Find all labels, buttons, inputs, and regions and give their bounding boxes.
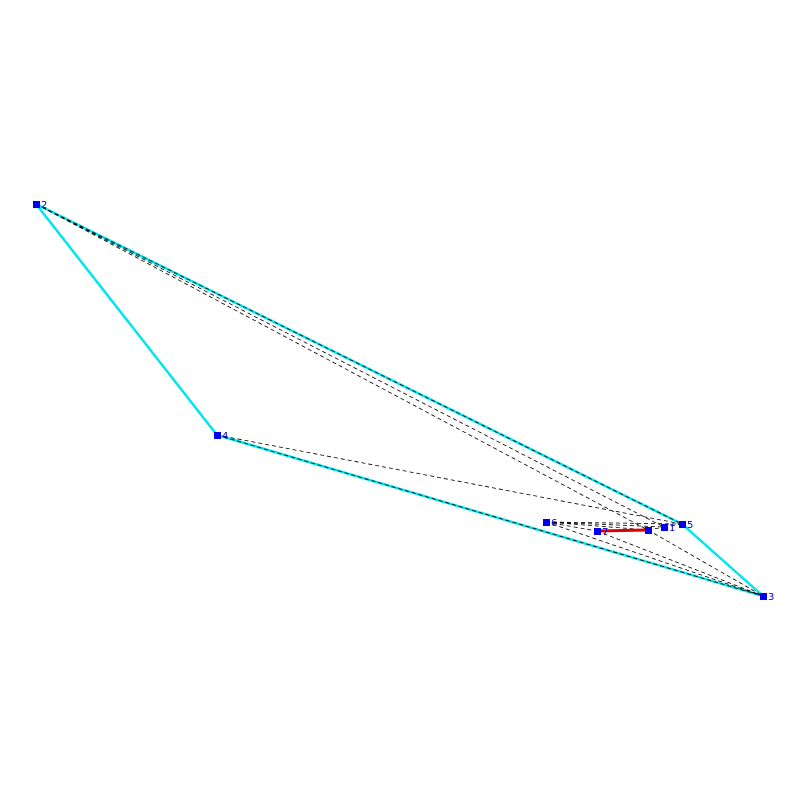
edge [545,521,764,597]
edge [647,529,764,597]
edge [216,434,764,597]
edge [35,203,665,528]
point [661,524,668,531]
hull [35,202,764,598]
edge [545,521,649,531]
point-label: 5 [687,520,693,531]
point [594,528,601,535]
point-label: 2 [41,200,47,211]
point-label: 6 [551,518,557,529]
point [214,432,221,439]
highlight-edge [596,528,649,533]
edge [35,203,683,525]
point-label: 1 [669,523,675,534]
edge [545,521,665,528]
point [760,593,767,600]
point [33,201,40,208]
edge [596,530,764,597]
edge [545,521,683,525]
points [33,201,767,600]
triangulation [35,203,764,597]
point [679,521,686,528]
point [543,519,550,526]
point-label: 3 [768,592,774,603]
point [645,527,652,534]
point-label: 4 [222,431,228,442]
point-label: 7 [602,527,608,538]
edge [545,521,598,532]
edge [216,434,683,525]
edge [35,203,649,531]
